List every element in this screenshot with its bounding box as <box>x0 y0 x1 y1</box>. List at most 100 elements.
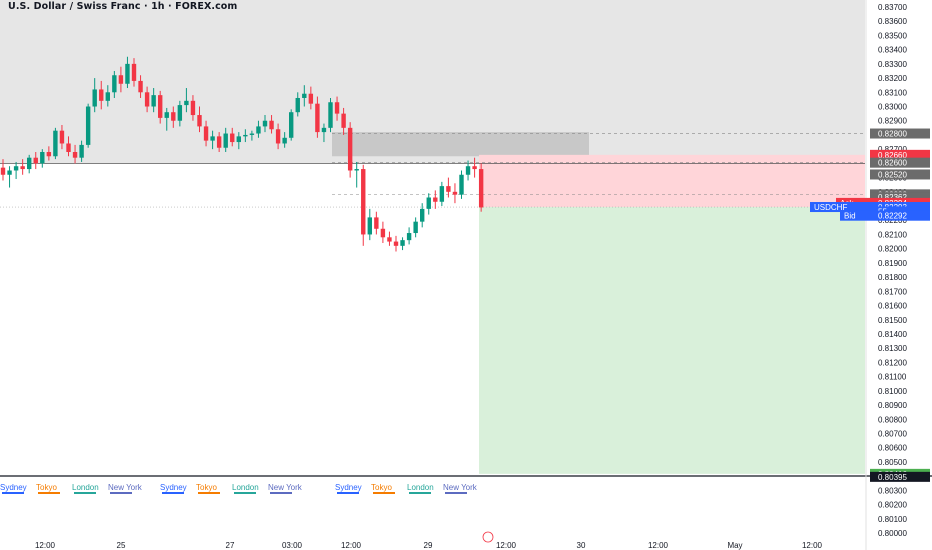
time-tick-label: 29 <box>424 541 433 550</box>
candle-body <box>334 102 340 114</box>
candle-body <box>92 89 97 107</box>
session-bar <box>38 492 60 494</box>
candle-body <box>472 166 477 170</box>
price-tick-label: 0.82000 <box>878 245 907 254</box>
candle-body <box>393 241 399 246</box>
session-label: New York <box>108 483 143 492</box>
time-tick-label: May <box>727 541 742 550</box>
candle-body <box>478 169 484 208</box>
candle-body <box>439 186 445 202</box>
candle-body <box>190 100 196 116</box>
session-bar <box>445 492 467 494</box>
candle-body <box>269 120 274 130</box>
price-tick-label: 0.83600 <box>878 17 907 26</box>
time-tick-label: 03:00 <box>282 541 303 550</box>
price-tag <box>870 157 930 168</box>
candle-body <box>275 129 281 144</box>
candle-body <box>158 95 163 118</box>
bid-label-tag <box>840 210 870 221</box>
candle-body <box>420 208 425 222</box>
price-tick-label: 0.83700 <box>878 3 907 12</box>
candle-body <box>341 113 346 128</box>
price-tick-label: 0.81900 <box>878 259 907 268</box>
session-bar <box>110 492 132 494</box>
price-tag <box>870 128 930 139</box>
candle-body <box>459 174 464 195</box>
time-tick-label: 12:00 <box>802 541 823 550</box>
candle-body <box>7 170 12 175</box>
candle-body <box>33 157 38 164</box>
candle-body <box>40 152 45 164</box>
candle-body <box>243 134 248 137</box>
price-tick-label: 0.81500 <box>878 316 907 325</box>
bid-tag <box>870 210 930 221</box>
price-tick-label: 0.83500 <box>878 31 907 40</box>
session-label: Tokyo <box>36 483 57 492</box>
price-tag-label: 0.82660 <box>878 151 907 160</box>
go-to-realtime-icon <box>482 531 494 543</box>
price-axis[interactable]: 0.83700 0.83600 0.83500 0.83400 0.83300 0.832… <box>878 3 907 538</box>
time-axis[interactable]: 12:00 25 27 03:00 12:00 29 12:00 30 12:00 May 12:0… <box>35 531 823 550</box>
chart-title: U.S. Dollar / Swiss Franc · 1h · FOREX.c… <box>8 1 238 12</box>
candle-body <box>79 144 84 158</box>
price-tag-label: 0.82600 <box>878 159 907 168</box>
session-bar <box>270 492 292 494</box>
session-label: Tokyo <box>196 483 217 492</box>
session-label: London <box>407 483 434 492</box>
price-tag <box>870 169 930 180</box>
price-tick-label: 0.80100 <box>878 515 907 524</box>
candle-body <box>210 136 215 141</box>
price-tag-label: 0.80395 <box>878 473 907 482</box>
candle-body <box>295 97 300 113</box>
candle-body <box>361 169 366 235</box>
candle-body <box>53 130 58 157</box>
session-bar <box>2 492 24 494</box>
session-label: London <box>232 483 259 492</box>
bid-value: 0.82292 <box>878 212 907 221</box>
candle-body <box>465 166 471 175</box>
candle-body <box>118 75 124 84</box>
last-price-label-tag <box>810 202 870 213</box>
price-tick-label: 0.81000 <box>878 387 907 396</box>
price-tick-label: 0.80800 <box>878 415 907 424</box>
price-tick-label: 0.82900 <box>878 117 907 126</box>
time-tick-label: 25 <box>117 541 126 550</box>
candle-body <box>256 126 261 134</box>
candle-body <box>308 93 314 104</box>
price-tick-label: 0.80900 <box>878 401 907 410</box>
session-bar <box>198 492 220 494</box>
candle-body <box>230 133 235 143</box>
candle-body <box>413 221 418 234</box>
candle-body <box>99 89 104 101</box>
candle-body <box>367 217 372 235</box>
price-tick-label: 0.82700 <box>878 145 907 154</box>
candle-body <box>223 133 228 148</box>
candle-body <box>203 126 209 141</box>
time-tick-label: 30 <box>577 541 586 550</box>
candle-body <box>328 102 333 128</box>
candle-body <box>380 228 386 238</box>
price-tag-label: 0.82800 <box>878 130 907 139</box>
price-tick-label: 0.81700 <box>878 287 907 296</box>
candle-body <box>59 130 65 144</box>
session-label: Sydney <box>160 483 187 492</box>
candle-body <box>20 166 25 170</box>
candle-body <box>144 92 150 107</box>
candle-body <box>125 63 130 84</box>
session-label: New York <box>443 483 478 492</box>
candle-body <box>138 80 143 93</box>
price-tag-label: 0.82362 <box>878 193 907 202</box>
candle-body <box>216 136 222 148</box>
time-tick-label: 12:00 <box>341 541 362 550</box>
candle-body <box>249 133 255 135</box>
candle-body <box>282 137 287 144</box>
candle-body <box>66 143 71 153</box>
candle-body <box>262 120 268 127</box>
session-label: Tokyo <box>371 483 392 492</box>
price-tick-label: 0.80200 <box>878 501 907 510</box>
time-tick-label: 12:00 <box>35 541 56 550</box>
candle-body <box>452 191 458 195</box>
candle-body <box>184 100 189 106</box>
